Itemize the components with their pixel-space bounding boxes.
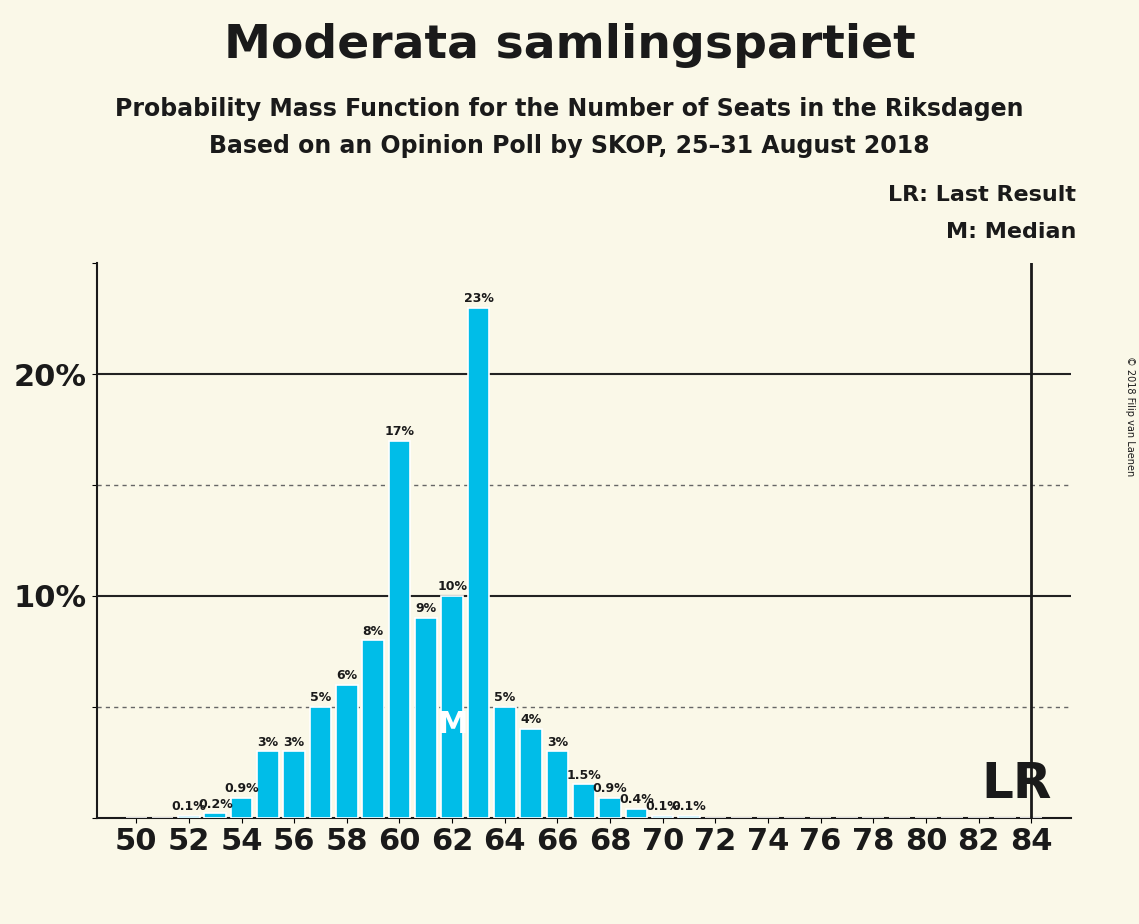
Bar — [415, 618, 436, 818]
Bar — [652, 816, 673, 818]
Bar — [284, 751, 305, 818]
Text: 6%: 6% — [336, 669, 358, 682]
Text: 10%: 10% — [437, 580, 467, 593]
Text: 3%: 3% — [257, 736, 278, 748]
Text: 8%: 8% — [362, 625, 384, 638]
Text: 9%: 9% — [416, 602, 436, 615]
Text: 0.1%: 0.1% — [672, 800, 706, 813]
Bar — [625, 808, 647, 818]
Text: 5%: 5% — [494, 691, 516, 704]
Bar — [388, 441, 410, 818]
Text: 23%: 23% — [464, 292, 493, 305]
Bar — [310, 707, 331, 818]
Text: LR: LR — [982, 760, 1052, 808]
Bar — [468, 308, 490, 818]
Text: LR: Last Result: LR: Last Result — [888, 185, 1076, 205]
Text: 0.9%: 0.9% — [224, 782, 259, 796]
Text: Moderata samlingspartiet: Moderata samlingspartiet — [223, 23, 916, 68]
Text: 3%: 3% — [547, 736, 568, 748]
Bar — [231, 797, 253, 818]
Text: 3%: 3% — [284, 736, 305, 748]
Text: 5%: 5% — [310, 691, 331, 704]
Text: 0.1%: 0.1% — [172, 800, 206, 813]
Text: 0.9%: 0.9% — [592, 782, 628, 796]
Bar — [494, 707, 516, 818]
Text: 0.1%: 0.1% — [646, 800, 680, 813]
Bar — [257, 751, 279, 818]
Text: 4%: 4% — [521, 713, 542, 726]
Bar — [336, 685, 358, 818]
Bar — [573, 784, 595, 818]
Bar — [678, 816, 699, 818]
Text: 0.2%: 0.2% — [198, 797, 232, 810]
Bar — [521, 729, 542, 818]
Text: 1.5%: 1.5% — [566, 769, 601, 782]
Text: Probability Mass Function for the Number of Seats in the Riksdagen: Probability Mass Function for the Number… — [115, 97, 1024, 121]
Bar — [599, 797, 621, 818]
Text: M: M — [437, 711, 467, 739]
Bar — [441, 596, 462, 818]
Text: Based on an Opinion Poll by SKOP, 25–31 August 2018: Based on an Opinion Poll by SKOP, 25–31 … — [210, 134, 929, 158]
Text: 17%: 17% — [385, 425, 415, 438]
Text: 0.4%: 0.4% — [618, 793, 654, 807]
Bar — [547, 751, 568, 818]
Bar — [205, 813, 226, 818]
Text: © 2018 Filip van Laenen: © 2018 Filip van Laenen — [1125, 356, 1134, 476]
Bar — [178, 816, 199, 818]
Bar — [362, 640, 384, 818]
Text: M: Median: M: Median — [947, 222, 1076, 242]
